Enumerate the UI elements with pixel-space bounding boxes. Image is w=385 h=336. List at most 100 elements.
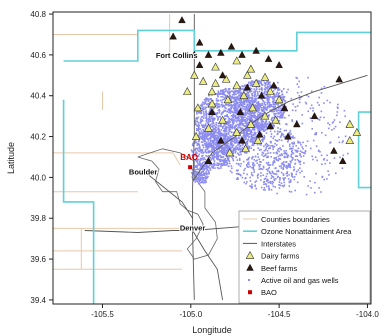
well-point xyxy=(266,103,269,105)
well-point xyxy=(222,147,224,150)
well-point xyxy=(270,141,272,144)
well-point xyxy=(284,100,287,102)
well-point xyxy=(263,136,266,138)
well-point xyxy=(251,134,253,137)
well-point xyxy=(323,158,326,160)
well-point xyxy=(299,171,301,174)
well-point xyxy=(296,77,299,80)
well-point xyxy=(194,181,196,183)
well-point xyxy=(302,148,304,150)
well-point xyxy=(243,101,246,104)
well-point xyxy=(256,91,259,93)
well-point xyxy=(318,96,320,99)
well-point xyxy=(199,118,202,120)
well-point xyxy=(229,92,231,94)
well-point xyxy=(270,177,273,179)
well-point xyxy=(215,138,218,141)
well-point xyxy=(268,172,271,174)
well-point xyxy=(253,116,255,119)
well-point xyxy=(252,101,255,103)
well-point xyxy=(242,123,244,125)
well-point xyxy=(225,89,228,92)
well-point xyxy=(250,138,252,140)
well-point xyxy=(236,99,238,101)
well-point xyxy=(291,119,293,121)
well-point xyxy=(261,151,264,154)
well-point xyxy=(262,138,264,140)
well-point xyxy=(195,180,198,182)
well-point xyxy=(204,135,206,137)
well-point xyxy=(222,91,225,94)
well-point xyxy=(246,142,249,145)
well-point xyxy=(198,150,200,153)
well-point xyxy=(263,126,266,128)
well-point xyxy=(246,95,248,98)
well-point xyxy=(311,120,313,122)
well-point xyxy=(279,154,281,156)
well-point xyxy=(221,133,223,136)
well-point xyxy=(251,141,253,143)
well-point xyxy=(232,113,234,116)
well-point xyxy=(277,159,280,162)
well-point xyxy=(268,189,270,191)
well-point xyxy=(231,125,233,127)
well-point xyxy=(335,172,337,175)
well-point xyxy=(225,145,227,148)
beef-farm-marker xyxy=(169,32,177,40)
well-point xyxy=(237,137,240,139)
well-point xyxy=(198,124,201,127)
well-point xyxy=(225,107,227,110)
well-point xyxy=(292,103,294,105)
well-point xyxy=(281,93,283,96)
well-point xyxy=(203,115,205,117)
well-point xyxy=(223,146,225,149)
well-point xyxy=(217,95,219,98)
well-point xyxy=(244,106,246,108)
well-point xyxy=(244,137,247,139)
well-point xyxy=(231,167,233,170)
well-point xyxy=(260,172,262,174)
well-point xyxy=(230,115,233,117)
well-point xyxy=(246,104,249,107)
well-point xyxy=(210,132,213,135)
well-point xyxy=(268,96,271,99)
well-point xyxy=(212,133,215,136)
well-point xyxy=(192,142,194,145)
well-point xyxy=(272,176,275,178)
well-point xyxy=(198,182,200,184)
well-point xyxy=(239,150,242,153)
well-point xyxy=(234,116,237,118)
well-point xyxy=(254,99,256,101)
well-point xyxy=(209,156,211,159)
well-point xyxy=(216,153,218,155)
well-point xyxy=(263,109,265,111)
well-point xyxy=(250,115,252,117)
well-point xyxy=(202,181,204,183)
well-point xyxy=(223,136,225,139)
well-point xyxy=(210,125,212,128)
well-point xyxy=(279,176,281,179)
place-label: Denver xyxy=(180,223,206,232)
well-point xyxy=(213,117,215,119)
well-point xyxy=(243,181,245,184)
well-point xyxy=(226,149,229,151)
well-point xyxy=(256,162,259,164)
well-point xyxy=(195,124,198,127)
well-point xyxy=(231,156,233,159)
well-point xyxy=(204,123,207,125)
well-point xyxy=(197,174,200,176)
well-point xyxy=(236,139,238,141)
well-point xyxy=(263,138,265,140)
well-point xyxy=(273,115,276,117)
well-point xyxy=(227,137,229,139)
well-point xyxy=(260,139,263,141)
well-point xyxy=(270,104,273,106)
well-point xyxy=(240,115,243,117)
well-point xyxy=(207,143,209,146)
well-point xyxy=(307,185,309,187)
well-point xyxy=(251,93,253,95)
well-point xyxy=(224,90,226,93)
well-point xyxy=(205,112,208,115)
well-point xyxy=(224,151,227,154)
well-point xyxy=(215,142,218,144)
